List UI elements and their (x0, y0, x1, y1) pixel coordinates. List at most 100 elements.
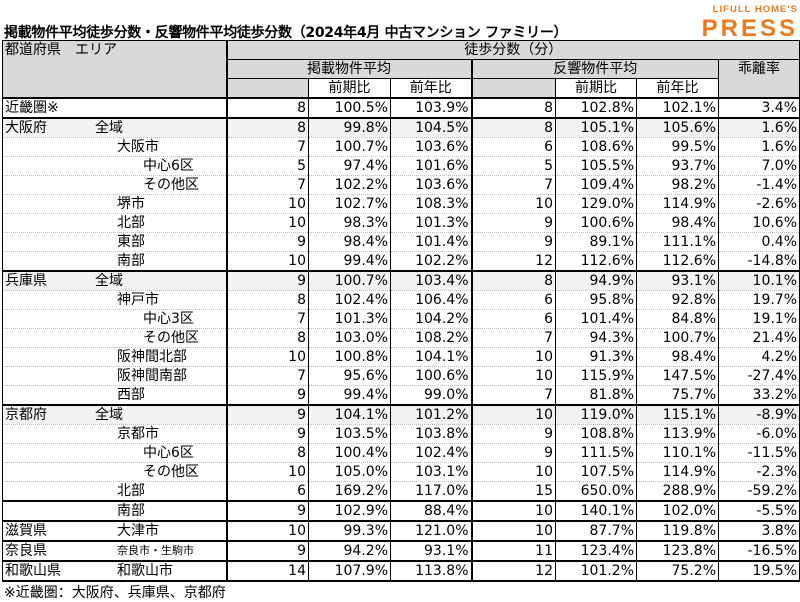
divergence-cell: 3.8% (717, 520, 800, 541)
prefecture-label: 奈良県 (5, 543, 47, 559)
listed-yoy-cell: 104.5% (390, 117, 472, 138)
response-minutes-cell: 8 (470, 117, 556, 138)
divergence-cell: 0.4% (717, 232, 800, 252)
area-cell: 北部 (2, 213, 228, 233)
listed-qoq-cell: 99.4% (308, 385, 391, 405)
listed-yoy-cell: 103.6% (390, 137, 472, 157)
listed-yoy-cell: 104.2% (390, 309, 472, 329)
listed-yoy-cell: 113.8% (390, 560, 472, 582)
area-cell: 中心3区 (2, 309, 228, 329)
response-minutes-cell: 10 (470, 462, 556, 482)
area-label: 北部 (117, 215, 145, 231)
area-cell: 南部 (2, 251, 228, 271)
area-cell: 阪神間南部 (2, 366, 228, 386)
area-label: 北部 (117, 483, 145, 499)
listed-minutes-cell: 9 (226, 404, 309, 425)
listed-minutes-cell: 7 (226, 366, 309, 386)
area-cell: 中心6区 (2, 443, 228, 463)
listed-yoy-cell: 103.1% (390, 462, 472, 482)
table-row: 中心3区 7 101.3% 104.2% 6 101.4% 84.8% 19.1% (2, 309, 800, 329)
logo-line1: LIFULL HOME'S (712, 4, 798, 15)
divergence-cell: -14.8% (717, 251, 800, 271)
header-listed-yoy: 前年比 (390, 78, 472, 99)
header-blank (470, 78, 556, 99)
response-minutes-cell: 10 (470, 500, 556, 521)
divergence-cell: 21.4% (717, 328, 800, 348)
area-label: 西部 (117, 387, 145, 403)
listed-minutes-cell: 10 (226, 347, 309, 367)
area-label: 阪神間北部 (117, 349, 187, 365)
response-yoy-cell: 113.9% (636, 424, 719, 444)
area-label: 中心3区 (143, 311, 194, 327)
listed-minutes-cell: 8 (226, 97, 309, 118)
divergence-cell: 19.5% (717, 560, 800, 582)
response-qoq-cell: 105.5% (555, 156, 637, 176)
response-qoq-cell: 119.0% (555, 404, 637, 425)
response-qoq-cell: 81.8% (555, 385, 637, 405)
listed-minutes-cell: 9 (226, 270, 309, 291)
response-minutes-cell: 10 (470, 404, 556, 425)
response-minutes-cell: 9 (470, 213, 556, 233)
listed-minutes-cell: 5 (226, 156, 309, 176)
divergence-cell: 10.1% (717, 270, 800, 291)
listed-minutes-cell: 6 (226, 481, 309, 501)
area-cell: その他区 (2, 175, 228, 195)
listed-yoy-cell: 101.3% (390, 213, 472, 233)
response-yoy-cell: 100.7% (636, 328, 719, 348)
response-yoy-cell: 111.1% (636, 232, 719, 252)
table-row: 阪神間南部 7 95.6% 100.6% 10 115.9% 147.5% -27.4% (2, 366, 800, 386)
divergence-cell: -2.3% (717, 462, 800, 482)
listed-yoy-cell: 103.6% (390, 175, 472, 195)
walk-time-table: 都道府県 エリア 徒歩分数（分） 掲載物件平均 反響物件平均 乖離率 前期比 前… (2, 40, 800, 582)
response-yoy-cell: 110.1% (636, 443, 719, 463)
divergence-cell: 7.0% (717, 156, 800, 176)
response-yoy-cell: 84.8% (636, 309, 719, 329)
response-qoq-cell: 91.3% (555, 347, 637, 367)
table-row: 中心6区 8 100.4% 102.4% 9 111.5% 110.1% -11.5% (2, 443, 800, 463)
listed-yoy-cell: 100.6% (390, 366, 472, 386)
table-row: 西部 9 99.4% 99.0% 7 81.8% 75.7% 33.2% (2, 385, 800, 405)
listed-minutes-cell: 8 (226, 290, 309, 310)
listed-qoq-cell: 99.4% (308, 251, 391, 271)
listed-minutes-cell: 7 (226, 175, 309, 195)
table-row: その他区 8 103.0% 108.2% 7 94.3% 100.7% 21.4% (2, 328, 800, 348)
response-yoy-cell: 98.2% (636, 175, 719, 195)
header-blank (226, 78, 309, 99)
divergence-cell: -1.4% (717, 175, 800, 195)
area-label: 奈良市・生駒市 (117, 544, 194, 557)
header-response-average: 反響物件平均 (470, 59, 719, 79)
listed-minutes-cell: 10 (226, 213, 309, 233)
response-qoq-cell: 101.4% (555, 309, 637, 329)
divergence-cell: 3.4% (717, 97, 800, 118)
area-cell: 滋賀県 大津市 (2, 520, 228, 541)
page-title: 掲載物件平均徒歩分数・反響物件平均徒歩分数（2024年4月 中古マンション ファ… (4, 25, 568, 41)
response-yoy-cell: 147.5% (636, 366, 719, 386)
area-cell: その他区 (2, 462, 228, 482)
response-minutes-cell: 8 (470, 97, 556, 118)
area-label: 大阪市 (117, 139, 159, 155)
response-yoy-cell: 92.8% (636, 290, 719, 310)
table-row: 奈良県 奈良市・生駒市 9 94.2% 93.1% 11 123.4% 123.8% -16.5… (2, 540, 800, 561)
divergence-cell: 19.7% (717, 290, 800, 310)
listed-minutes-cell: 9 (226, 500, 309, 521)
response-qoq-cell: 94.9% (555, 270, 637, 291)
header-walk-minutes: 徒歩分数（分） (225, 40, 800, 60)
listed-qoq-cell: 102.4% (308, 290, 391, 310)
table-row: 兵庫県 全域 9 100.7% 103.4% 8 94.9% 93.1% 10.1% (2, 270, 800, 291)
area-label: 南部 (117, 253, 145, 269)
listed-qoq-cell: 95.6% (308, 366, 391, 386)
listed-qoq-cell: 100.7% (308, 270, 391, 291)
area-cell: 神戸市 (2, 290, 228, 310)
listed-qoq-cell: 169.2% (308, 481, 391, 501)
divergence-cell: -2.6% (717, 194, 800, 214)
header-response-qoq: 前期比 (555, 78, 637, 99)
logo-line2: PRESS (701, 15, 798, 42)
listed-yoy-cell: 101.2% (390, 404, 472, 425)
response-qoq-cell: 123.4% (555, 540, 637, 561)
listed-qoq-cell: 99.8% (308, 117, 391, 138)
listed-qoq-cell: 107.9% (308, 560, 391, 582)
table-row: 東部 9 98.4% 101.4% 9 89.1% 111.1% 0.4% (2, 232, 800, 252)
response-qoq-cell: 650.0% (555, 481, 637, 501)
listed-minutes-cell: 14 (226, 560, 309, 582)
listed-yoy-cell: 108.3% (390, 194, 472, 214)
